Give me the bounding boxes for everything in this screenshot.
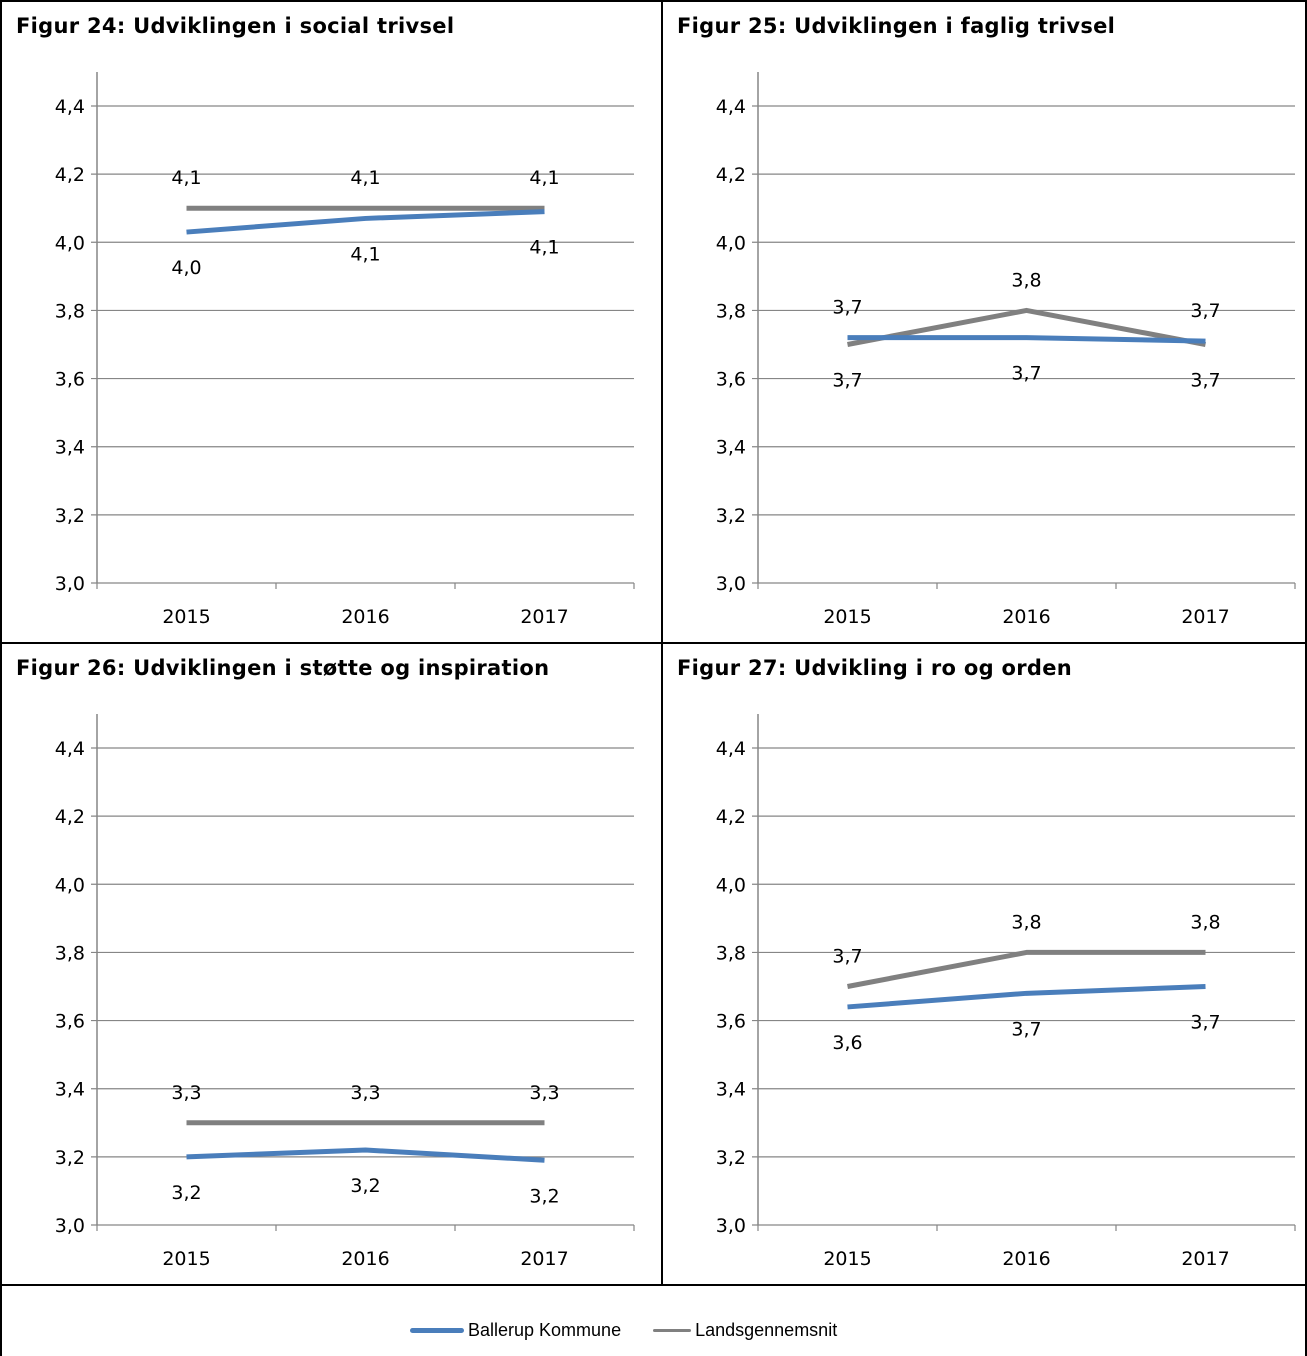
data-label-ballerup: 3,6 [832,1032,862,1054]
chart-title: Figur 27: Udvikling i ro og orden [677,656,1073,680]
data-label-landsgennemsnit: 4,1 [171,167,201,189]
chart-panel-26: Figur 26: Udviklingen i støtte og inspir… [2,644,661,1284]
y-tick-label: 4,0 [716,232,746,254]
legend-swatch-ballerup [410,1328,464,1333]
data-label-ballerup: 3,7 [832,297,862,319]
y-tick-label: 4,4 [55,96,85,118]
y-tick-label: 3,4 [716,437,746,459]
data-label-ballerup: 3,2 [529,1185,559,1207]
data-label-landsgennemsnit: 3,7 [1190,370,1220,392]
data-label-landsgennemsnit: 3,3 [350,1082,380,1104]
chart-svg: 3,0 3,2 3,4 3,6 3,8 4,0 4,2 4,4 2015 2016 2017 3,7 3… [716,714,1296,1270]
y-tick-label: 4,4 [716,738,746,760]
y-tick-label: 4,2 [55,806,85,828]
chart-panel-25: Figur 25: Udviklingen i faglig trivsel 3… [663,2,1307,642]
data-label-landsgennemsnit: 3,7 [832,946,862,968]
x-tick-label: 2016 [1002,606,1050,628]
chart-svg: 3,0 3,2 3,4 3,6 3,8 4,0 4,2 4,4 2015 2016 2017 3,3 3… [55,714,635,1270]
y-tick-label: 4,2 [55,164,85,186]
x-tick-label: 2017 [520,606,568,628]
chart-title: Figur 26: Udviklingen i støtte og inspir… [16,656,550,680]
legend-label-lands: Landsgennemsnit [695,1320,838,1340]
y-tick-label: 3,6 [55,1011,85,1033]
y-tick-label: 4,2 [716,164,746,186]
y-tick-label: 3,0 [55,1215,85,1237]
y-tick-label: 3,6 [716,1011,746,1033]
data-label-ballerup: 3,2 [350,1175,380,1197]
grid-divider-horizontal [0,642,1307,644]
chart-panel-27: Figur 27: Udvikling i ro og orden 3,0 3,2… [663,644,1307,1284]
y-tick-label: 4,0 [55,874,85,896]
y-tick-label: 3,0 [716,1215,746,1237]
chart-legend: Ballerup Kommune Landsgennemsnit [410,1320,869,1341]
series-line-ballerup [847,335,1206,344]
legend-item-lands: Landsgennemsnit [653,1320,837,1341]
y-tick-label: 4,0 [55,232,85,254]
y-tick-label: 4,0 [716,874,746,896]
data-label-ballerup: 3,7 [1190,300,1220,322]
y-tick-label: 3,4 [55,1079,85,1101]
chart-svg: 3,0 3,2 3,4 3,6 3,8 4,0 4,2 4,4 2015 2016 2017 3,7 3… [716,72,1296,628]
y-tick-label: 3,0 [716,573,746,595]
x-tick-label: 2017 [520,1248,568,1270]
data-label-ballerup: 3,7 [1011,1018,1041,1040]
y-tick-label: 3,4 [716,1079,746,1101]
x-tick-label: 2016 [341,606,389,628]
x-tick-label: 2015 [823,1248,871,1270]
y-tick-label: 3,2 [716,505,746,527]
data-label-landsgennemsnit: 4,1 [350,167,380,189]
series-line-ballerup [186,1147,545,1163]
series-line-landsgennemsnit [847,307,1206,347]
y-tick-label: 3,8 [55,942,85,964]
legend-label-ballerup: Ballerup Kommune [468,1320,622,1340]
data-label-landsgennemsnit: 3,8 [1190,911,1220,933]
data-label-ballerup: 3,7 [1011,363,1041,385]
x-tick-label: 2016 [341,1248,389,1270]
y-tick-label: 4,4 [716,96,746,118]
chart-svg: 3,0 3,2 3,4 3,6 3,8 4,0 4,2 4,4 2015 2016 2017 4,1 4… [55,72,635,628]
y-tick-label: 4,2 [716,806,746,828]
y-tick-label: 3,2 [55,505,85,527]
data-label-landsgennemsnit: 3,7 [832,370,862,392]
legend-row: Ballerup Kommune Landsgennemsnit [0,1286,1307,1356]
chart-panel-24: Figur 24: Udviklingen i social trivsel 3… [2,2,661,642]
data-label-ballerup: 4,1 [529,237,559,259]
series-line-ballerup [186,209,545,235]
data-label-landsgennemsnit: 3,8 [1011,269,1041,291]
data-label-landsgennemsnit: 3,3 [171,1082,201,1104]
y-tick-label: 3,8 [55,300,85,322]
chart-title: Figur 24: Udviklingen i social trivsel [16,14,455,38]
y-tick-label: 3,6 [55,369,85,391]
data-label-ballerup: 3,2 [171,1182,201,1204]
series-line-ballerup [847,984,1206,1010]
y-tick-label: 3,4 [55,437,85,459]
legend-item-ballerup: Ballerup Kommune [410,1320,621,1341]
chart-title: Figur 25: Udviklingen i faglig trivsel [677,14,1116,38]
x-tick-label: 2017 [1181,606,1229,628]
y-tick-label: 3,2 [55,1147,85,1169]
data-label-landsgennemsnit: 3,8 [1011,911,1041,933]
data-label-ballerup: 4,0 [171,257,201,279]
x-tick-label: 2015 [823,606,871,628]
data-label-ballerup: 3,7 [1190,1012,1220,1034]
data-label-landsgennemsnit: 4,1 [529,167,559,189]
y-tick-label: 3,8 [716,300,746,322]
x-tick-label: 2015 [162,606,210,628]
y-tick-label: 3,6 [716,369,746,391]
series-line-landsgennemsnit [847,949,1206,989]
legend-swatch-lands [653,1329,692,1332]
data-label-ballerup: 4,1 [350,243,380,265]
data-label-landsgennemsnit: 3,3 [529,1082,559,1104]
x-tick-label: 2017 [1181,1248,1229,1270]
y-tick-label: 3,2 [716,1147,746,1169]
y-tick-label: 4,4 [55,738,85,760]
x-tick-label: 2015 [162,1248,210,1270]
y-tick-label: 3,0 [55,573,85,595]
x-tick-label: 2016 [1002,1248,1050,1270]
y-tick-label: 3,8 [716,942,746,964]
